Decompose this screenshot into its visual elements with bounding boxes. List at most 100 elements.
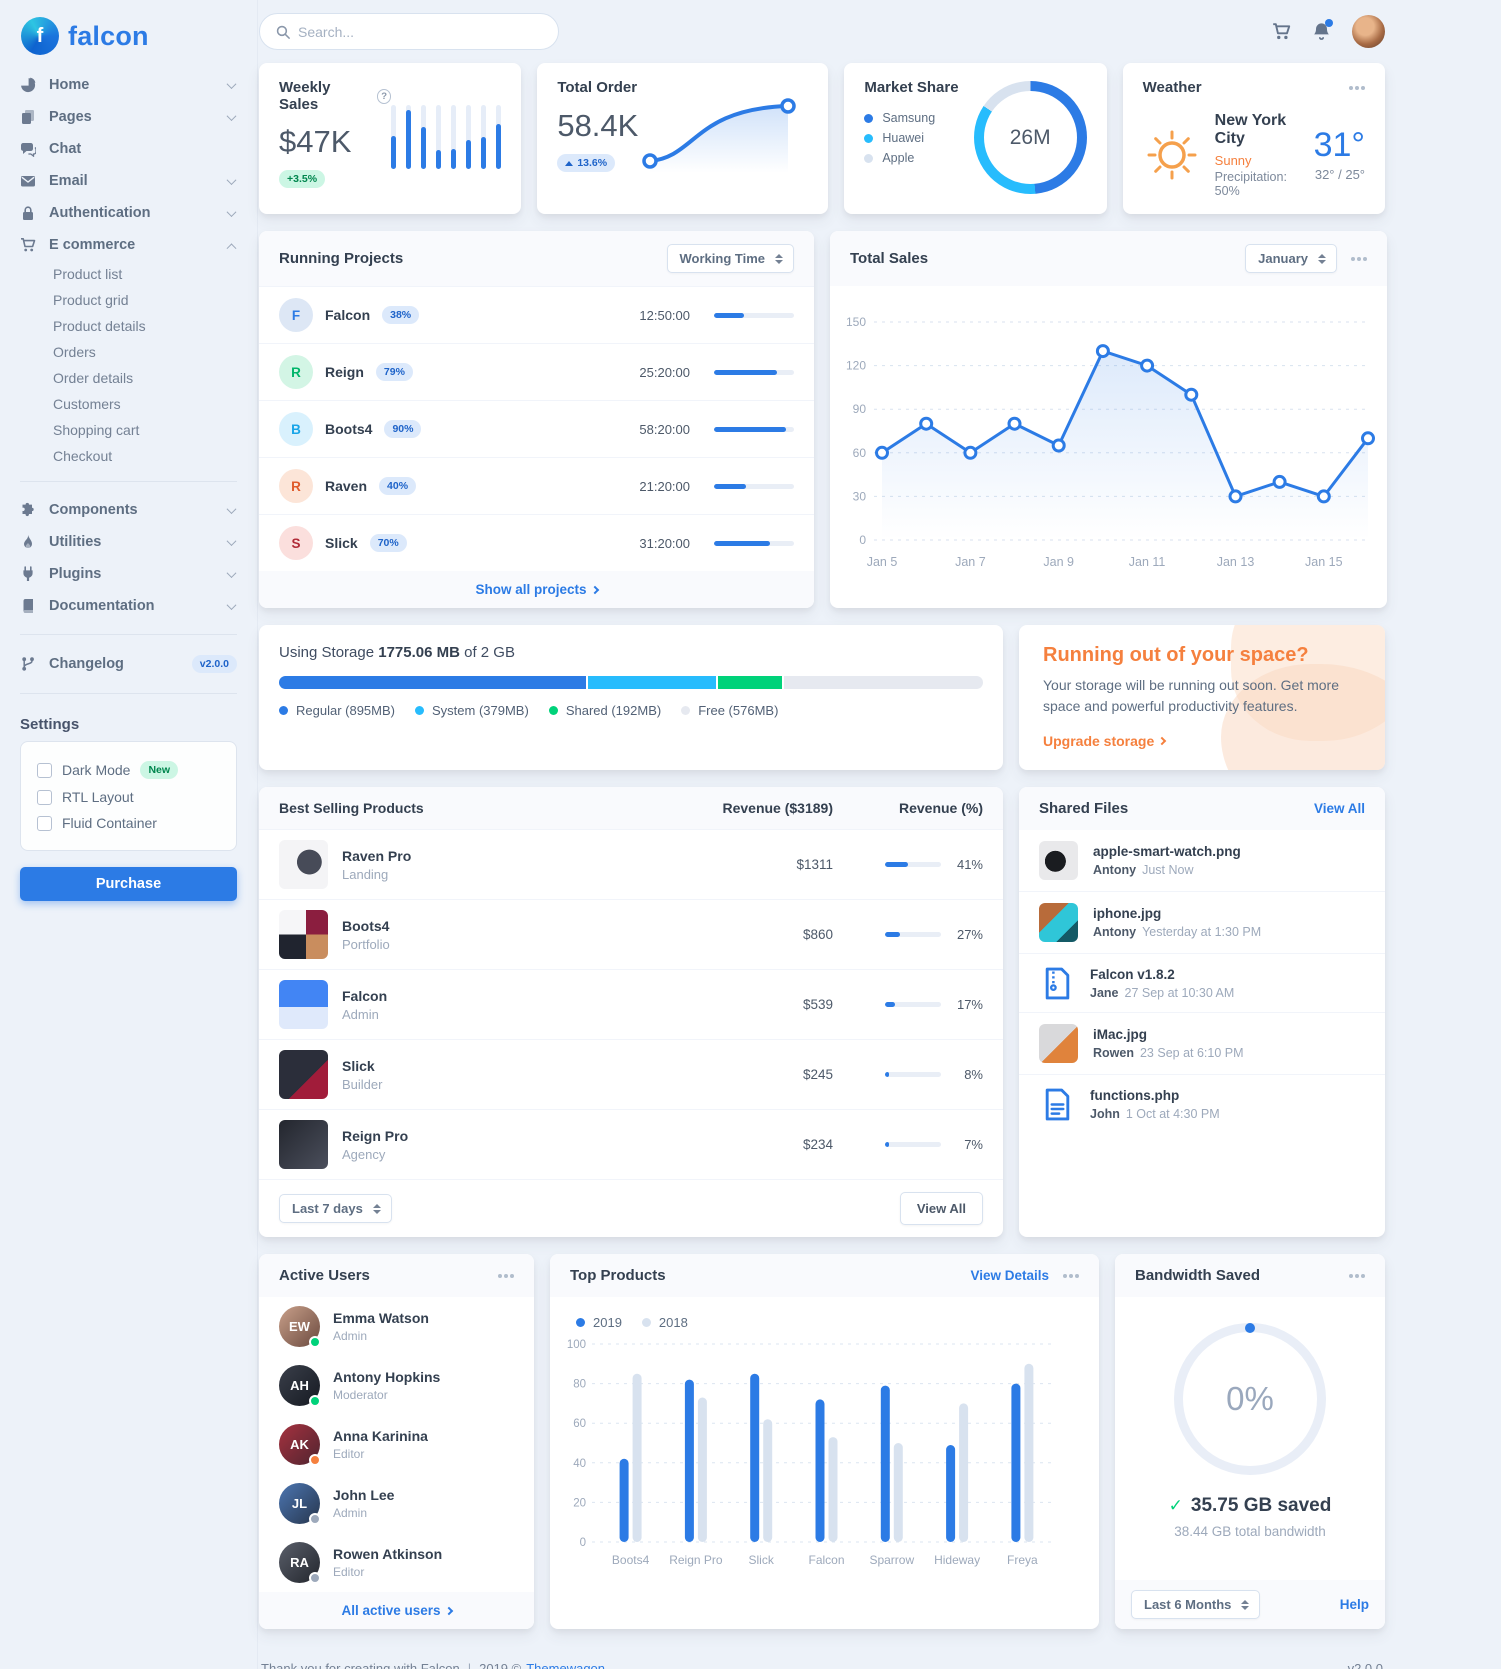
purchase-button[interactable]: Purchase: [20, 867, 237, 901]
dots-menu-icon[interactable]: [1069, 1273, 1073, 1278]
file-name[interactable]: apple-smart-watch.png: [1093, 844, 1241, 859]
caret-up-icon: [565, 161, 574, 166]
user-name[interactable]: Anna Karinina: [333, 1428, 428, 1444]
status-dot: [309, 1454, 321, 1466]
dark-mode-checkbox[interactable]: [37, 762, 52, 778]
user-name[interactable]: Emma Watson: [333, 1310, 429, 1326]
version-label: v2.0.0: [1347, 1661, 1383, 1669]
sidebar-item-home[interactable]: Home: [0, 69, 257, 101]
changelog-version-badge: v2.0.0: [191, 655, 237, 673]
user-row: JL John Lee Admin: [259, 1474, 534, 1533]
shared-files-view-all-link[interactable]: View All: [1313, 801, 1365, 816]
project-row: S Slick 70% 31:20:00: [259, 514, 814, 571]
sidebar-subitem-orders[interactable]: Orders: [53, 344, 96, 360]
show-all-projects-link[interactable]: Show all projects: [475, 582, 599, 597]
product-row: Boots4 Portfolio $860 27%: [259, 899, 1003, 969]
product-name[interactable]: Reign Pro: [342, 1127, 409, 1144]
sidebar-subitem-shopping-cart[interactable]: Shopping cart: [53, 422, 140, 438]
project-row: R Raven 40% 21:20:00: [259, 457, 814, 514]
search-input[interactable]: [298, 23, 542, 40]
brand-logo[interactable]: falcon: [0, 0, 257, 69]
project-progressbar: [714, 483, 794, 489]
project-time: 21:20:00: [639, 478, 690, 494]
fluid-container-checkbox[interactable]: [37, 815, 52, 831]
file-name[interactable]: iphone.jpg: [1093, 906, 1162, 921]
product-name[interactable]: Falcon: [342, 987, 388, 1004]
sidebar-item-pages[interactable]: Pages: [0, 101, 257, 133]
sidebar-item-authentication[interactable]: Authentication: [0, 197, 257, 229]
view-details-link[interactable]: View Details: [970, 1268, 1049, 1283]
file-name[interactable]: Falcon v1.8.2: [1090, 966, 1175, 982]
storage-legend-item: Regular (895MB): [279, 703, 395, 718]
project-name[interactable]: Falcon: [325, 307, 371, 323]
user-name[interactable]: John Lee: [333, 1487, 395, 1503]
cart-icon[interactable]: [1272, 22, 1291, 41]
dots-menu-icon[interactable]: [1355, 1273, 1359, 1278]
month-select[interactable]: January: [1245, 244, 1337, 273]
sidebar-subitem-customers[interactable]: Customers: [53, 396, 121, 412]
last-6-months-select[interactable]: Last 6 Months: [1131, 1590, 1261, 1619]
setting-fluid-container: Fluid Container: [37, 810, 220, 836]
dots-menu-icon[interactable]: [1357, 256, 1361, 261]
search-box[interactable]: [259, 13, 559, 50]
svg-text:Boots4: Boots4: [612, 1553, 650, 1567]
product-name[interactable]: Slick: [342, 1057, 375, 1074]
weekly-sales-value: $47K: [279, 124, 352, 159]
market-share-legend: Samsung Huawei Apple: [864, 111, 958, 165]
project-name[interactable]: Raven: [325, 478, 368, 494]
product-thumbnail: [279, 910, 328, 959]
all-active-users-link[interactable]: All active users: [341, 1603, 453, 1618]
sidebar-subitem-product-details[interactable]: Product details: [53, 318, 146, 334]
sidebar-subitem-checkout[interactable]: Checkout: [53, 448, 113, 464]
bandwidth-total: 38.44 GB total bandwidth: [1174, 1524, 1326, 1539]
last-7-days-select[interactable]: Last 7 days: [279, 1194, 392, 1223]
sidebar-subitem-product-list[interactable]: Product list: [53, 266, 123, 282]
svg-text:Jan 9: Jan 9: [1043, 555, 1074, 569]
sidebar-subitem-product-grid[interactable]: Product grid: [53, 292, 129, 308]
chat-icon: [20, 141, 36, 157]
product-name[interactable]: Boots4: [342, 917, 390, 934]
project-row: F Falcon 38% 12:50:00: [259, 286, 814, 343]
sidebar-item-email[interactable]: Email: [0, 165, 257, 197]
rtl-layout-checkbox[interactable]: [37, 789, 52, 805]
svg-text:30: 30: [853, 489, 867, 503]
sidebar-item-utilities[interactable]: Utilities: [0, 526, 257, 558]
sidebar-item-plugins[interactable]: Plugins: [0, 558, 257, 590]
bar: [466, 105, 472, 169]
product-name[interactable]: Raven Pro: [342, 847, 412, 864]
storage-segment-shared-192mb: [718, 676, 785, 689]
file-name[interactable]: functions.php: [1090, 1087, 1180, 1103]
working-time-select[interactable]: Working Time: [666, 244, 794, 273]
bell-icon[interactable]: [1312, 19, 1333, 41]
sidebar-item-chat[interactable]: Chat: [0, 133, 257, 165]
user-avatar[interactable]: [1352, 15, 1385, 48]
dots-menu-icon[interactable]: [1355, 85, 1359, 90]
sidebar-subitem-order-details[interactable]: Order details: [53, 370, 134, 386]
file-name[interactable]: iMac.jpg: [1093, 1027, 1148, 1042]
help-icon[interactable]: [376, 88, 392, 104]
upgrade-storage-link[interactable]: Upgrade storage: [1043, 733, 1167, 749]
dots-menu-icon[interactable]: [504, 1273, 508, 1278]
user-name[interactable]: Antony Hopkins: [333, 1369, 441, 1385]
sidebar-item-documentation[interactable]: Documentation: [0, 590, 257, 622]
user-name[interactable]: Rowen Atkinson: [333, 1546, 443, 1562]
view-all-button[interactable]: View All: [899, 1192, 983, 1225]
product-type: Builder: [342, 1076, 383, 1092]
weather-city: New York City: [1214, 112, 1287, 147]
project-name[interactable]: Boots4: [325, 421, 373, 437]
svg-text:60: 60: [573, 1418, 586, 1430]
select-arrows-icon: [775, 254, 783, 264]
revenue-pct-column-header: Revenue (%): [898, 800, 983, 816]
top-products-legend: 2019 2018: [550, 1297, 1099, 1330]
project-name[interactable]: Reign: [325, 364, 364, 380]
svg-text:0: 0: [859, 533, 866, 547]
project-percent-badge: 38%: [382, 306, 420, 324]
project-name[interactable]: Slick: [325, 535, 358, 551]
select-arrows-icon: [1318, 254, 1326, 264]
sidebar-item-components[interactable]: Components: [0, 494, 257, 526]
shared-file-row: iMac.jpg Rowen 23 Sep at 6:10 PM: [1019, 1012, 1385, 1074]
sidebar-item-changelog[interactable]: Changelog v2.0.0: [0, 647, 257, 681]
help-link[interactable]: Help: [1339, 1597, 1369, 1612]
themewagon-link[interactable]: Themewagon: [526, 1661, 606, 1669]
sidebar-item-e-commerce[interactable]: E commerce: [0, 229, 257, 261]
